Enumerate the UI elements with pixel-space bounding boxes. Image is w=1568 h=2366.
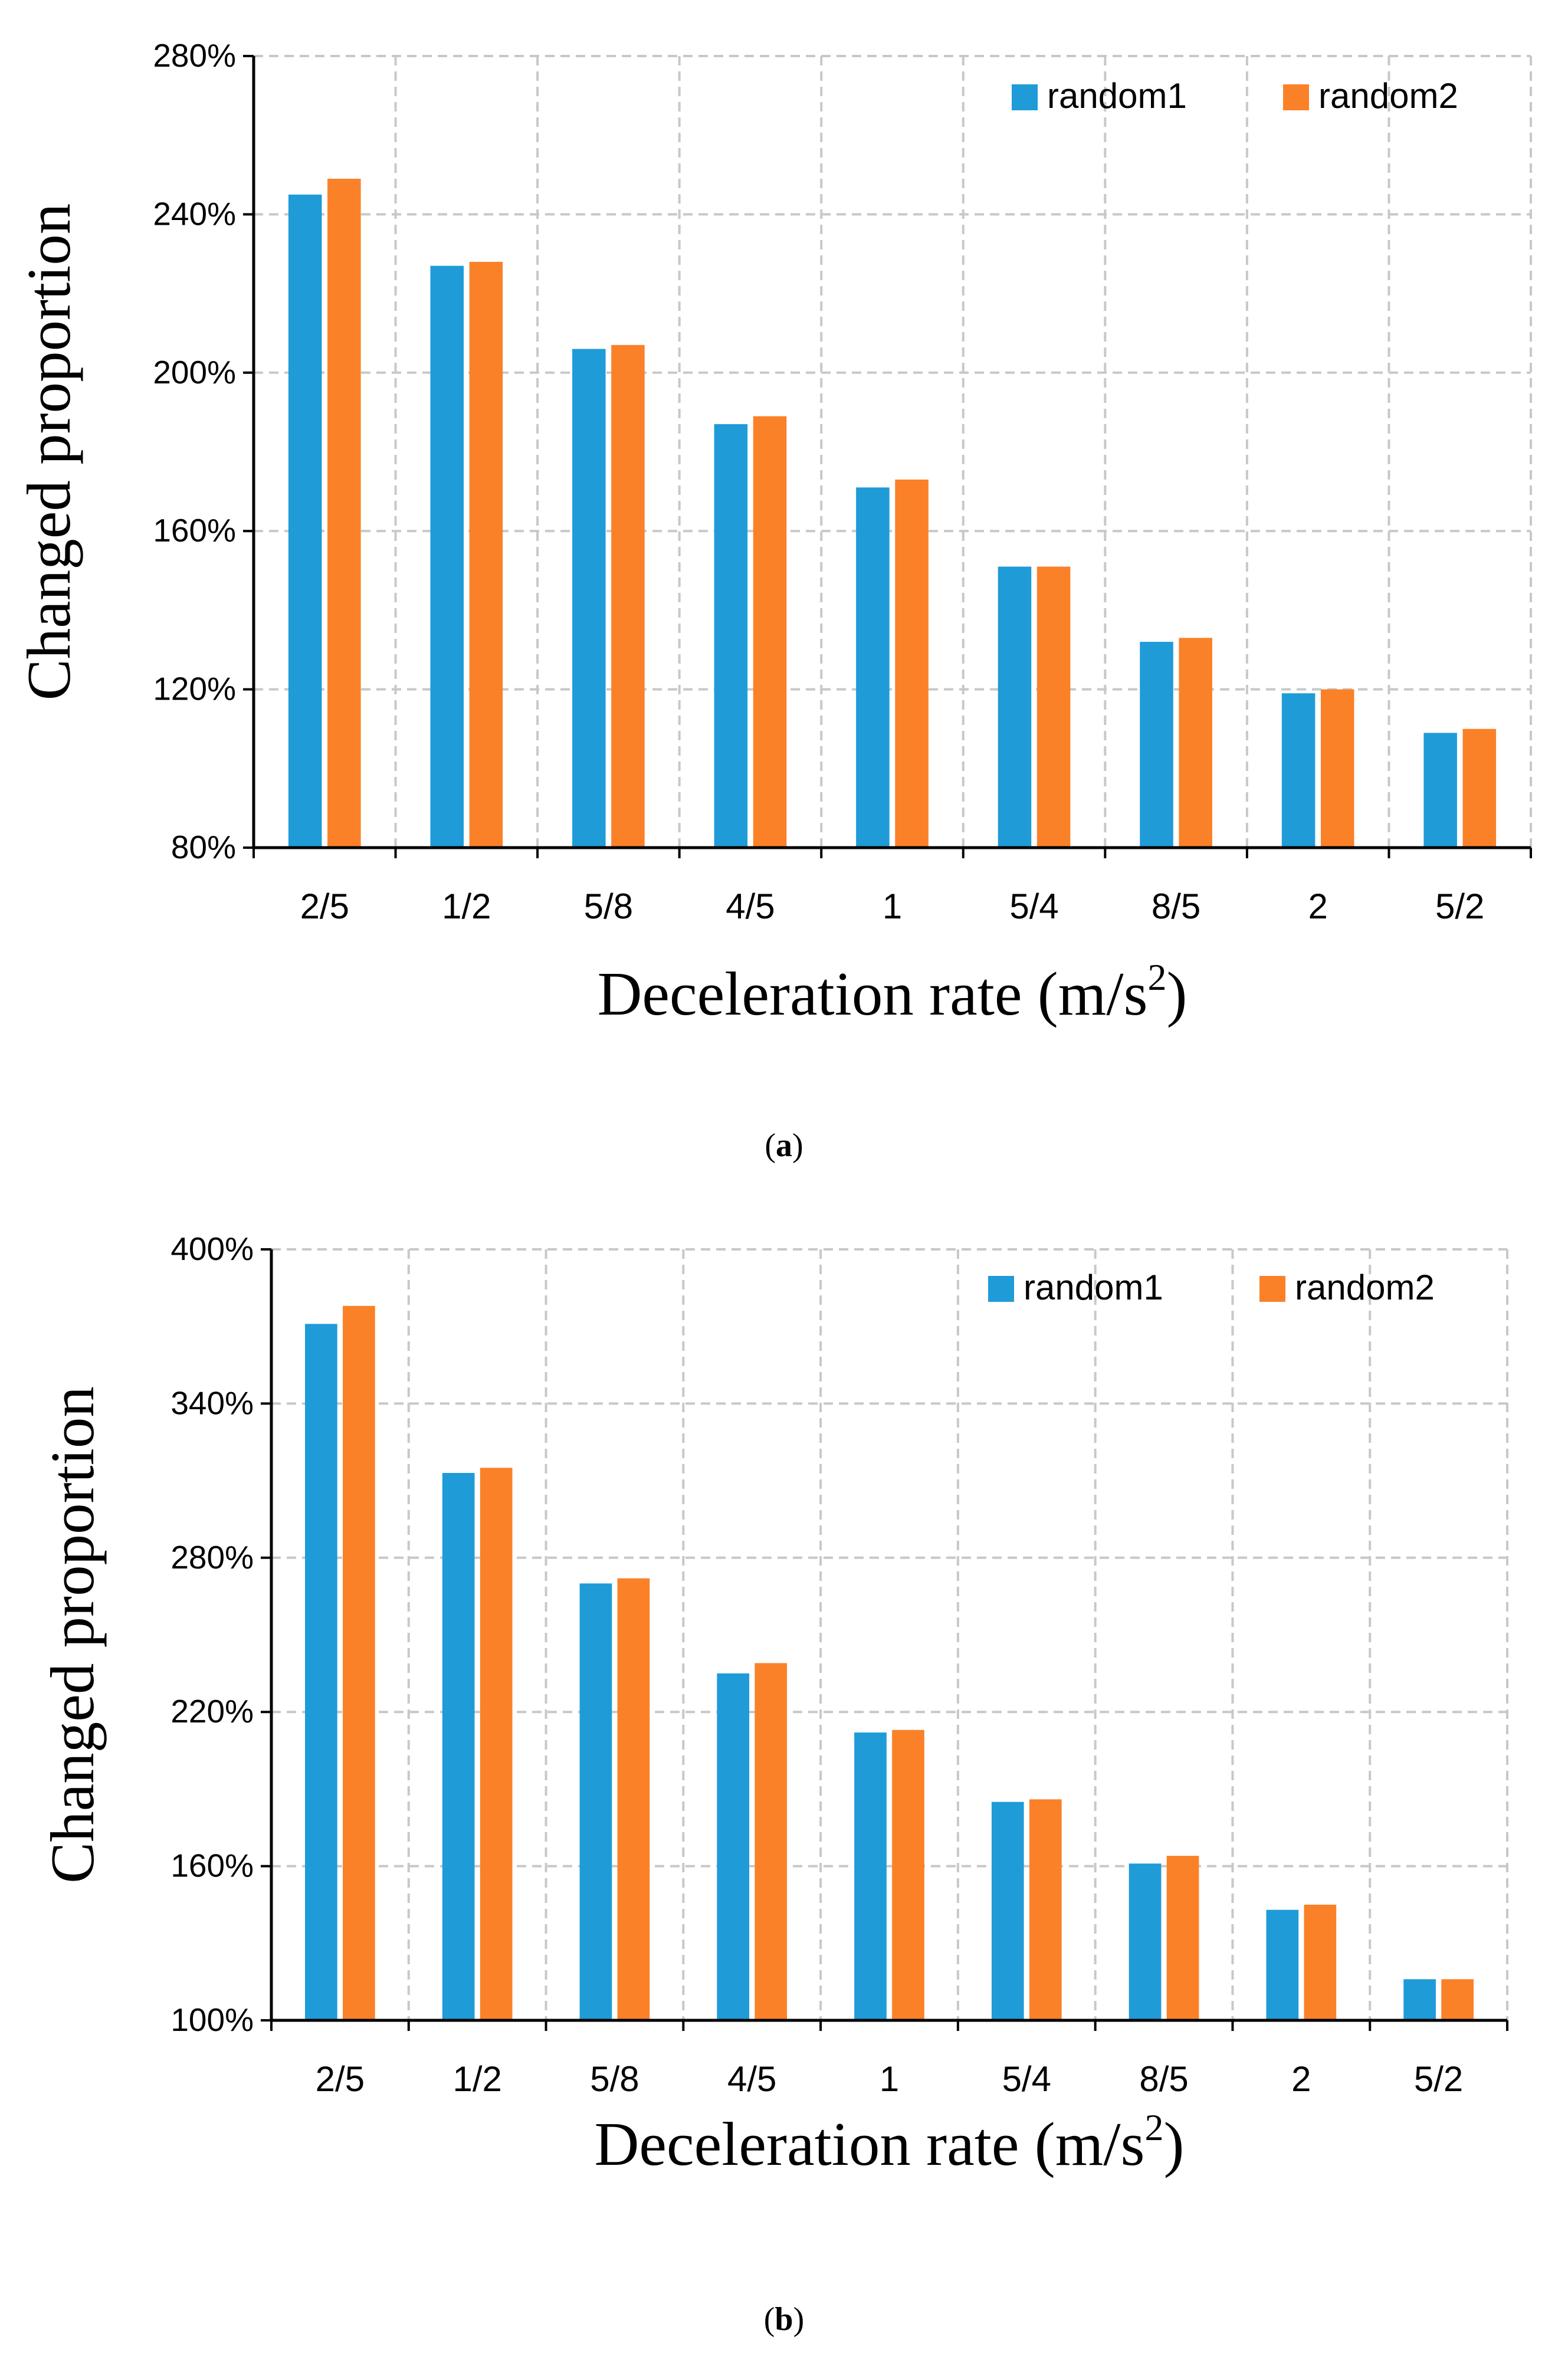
bar-random2-4/5 <box>755 1663 788 2020</box>
bar-random1-5/8 <box>572 349 606 848</box>
bar-random2-1 <box>892 1730 924 2020</box>
y-tick-label: 80% <box>171 829 236 865</box>
bar-random2-5/2 <box>1462 728 1497 848</box>
x-axis-title-end: ) <box>1163 2109 1184 2178</box>
chart-panel-a: 80% 120% 160% 200% 240% 280% 2/5 1/2 5/8 4/5 1 5/4 8… <box>14 37 1532 1164</box>
y-tick-label: 220% <box>170 1693 254 1730</box>
bar-random2-2 <box>1304 1904 1337 2020</box>
panel-label: (a) <box>765 1127 803 1164</box>
legend-swatch-random1 <box>988 1276 1014 1302</box>
x-axis-title-sup: 2 <box>1144 2106 1163 2148</box>
panel-label-close: ) <box>792 1127 803 1164</box>
x-axis-title-sup: 2 <box>1147 956 1166 998</box>
y-axis-title: Changed proportion <box>38 1386 107 1883</box>
bar-random1-4/5 <box>714 424 748 848</box>
legend-swatch-random1 <box>1012 84 1038 110</box>
bar-random1-2/5 <box>288 194 322 848</box>
x-axis-title: Deceleration rate (m/s2) <box>595 2106 1185 2178</box>
x-axis-title-end: ) <box>1166 959 1187 1028</box>
x-tick-label: 2/5 <box>316 2059 365 2099</box>
legend-label-random1: random1 <box>1024 1268 1163 1307</box>
x-tick-label: 2 <box>1291 2059 1311 2099</box>
bar-random2-1/2 <box>469 261 503 848</box>
bar-random1-5/2 <box>1423 733 1457 848</box>
y-tick-label: 340% <box>170 1384 254 1421</box>
bar-random2-4/5 <box>753 416 787 848</box>
legend-label-random2: random2 <box>1295 1268 1435 1307</box>
x-axis-title: Deceleration rate (m/s2) <box>598 956 1188 1028</box>
y-tick-label: 200% <box>153 354 236 390</box>
x-tick-label: 1/2 <box>452 2059 501 2099</box>
bar-random1-1 <box>856 487 890 848</box>
x-tick-label: 2/5 <box>300 887 349 926</box>
x-tick-label: 8/5 <box>1152 887 1200 926</box>
bar-random2-5/4 <box>1029 1799 1062 2020</box>
legend-swatch-random2 <box>1283 84 1309 110</box>
y-tick-label: 280% <box>153 37 236 74</box>
bar-random1-1 <box>854 1732 887 2020</box>
y-tick-label: 160% <box>153 512 236 549</box>
bar-random1-2/5 <box>305 1324 337 2020</box>
panel-label: (b) <box>764 2301 804 2338</box>
bar-random1-4/5 <box>717 1673 750 2020</box>
x-tick-label: 1 <box>883 887 902 926</box>
bar-random1-5/4 <box>998 566 1032 848</box>
x-tick-label: 5/8 <box>584 887 633 926</box>
bar-random2-2/5 <box>327 179 361 848</box>
x-axis-title-main: Deceleration rate (m/s <box>598 959 1148 1028</box>
bar-random1-2 <box>1281 693 1316 848</box>
x-tick-label: 5/2 <box>1435 887 1484 926</box>
panel-label-open: ( <box>765 1127 776 1164</box>
y-tick-label: 100% <box>170 2001 254 2038</box>
x-tick-label: 5/2 <box>1414 2059 1463 2099</box>
bar-random2-8/5 <box>1166 1856 1199 2020</box>
legend-label-random1: random1 <box>1047 76 1187 116</box>
y-tick-label: 400% <box>170 1230 254 1267</box>
bar-random1-1/2 <box>430 265 464 848</box>
legend: random1 random2 <box>988 1268 1435 1307</box>
x-tick-label: 2 <box>1308 887 1327 926</box>
bar-random2-8/5 <box>1179 638 1212 848</box>
y-tick-label: 280% <box>170 1539 254 1576</box>
bar-random2-1/2 <box>480 1468 513 2020</box>
bar-random1-8/5 <box>1129 1863 1162 2020</box>
x-tick-label: 1/2 <box>442 887 491 926</box>
y-tick-label: 120% <box>153 671 236 707</box>
bar-random2-1 <box>895 479 929 848</box>
bar-random1-8/5 <box>1140 642 1173 848</box>
x-tick-label: 8/5 <box>1139 2059 1188 2099</box>
y-tick-label: 160% <box>170 1847 254 1884</box>
bar-random2-2/5 <box>343 1305 375 2020</box>
legend-swatch-random2 <box>1259 1276 1285 1302</box>
panel-label-open: ( <box>764 2301 775 2338</box>
bar-random2-2 <box>1320 689 1354 848</box>
legend: random1 random2 <box>1012 76 1458 116</box>
bar-random2-5/4 <box>1036 566 1071 848</box>
x-tick-label: 5/8 <box>590 2059 639 2099</box>
legend-label-random2: random2 <box>1318 76 1458 116</box>
x-axis-title-main: Deceleration rate (m/s <box>595 2109 1145 2178</box>
bar-random1-1/2 <box>442 1473 475 2020</box>
bar-random2-5/8 <box>611 344 645 848</box>
x-tick-label: 1 <box>880 2059 899 2099</box>
bar-random2-5/8 <box>617 1578 650 2020</box>
x-tick-label: 4/5 <box>727 2059 776 2099</box>
bar-random1-5/4 <box>991 1801 1024 2020</box>
y-axis-title: Changed proportion <box>14 204 83 701</box>
panel-label-close: ) <box>793 2301 805 2338</box>
x-tick-label: 5/4 <box>1009 887 1058 926</box>
chart-panel-b: 100% 160% 220% 280% 340% 400% 2/5 1/2 5/8 4/5 1 5/4… <box>38 1230 1508 2338</box>
bar-random2-5/2 <box>1441 1979 1474 2020</box>
panel-label-letter: a <box>776 1127 792 1164</box>
x-tick-label: 5/4 <box>1002 2059 1051 2099</box>
bar-random1-2 <box>1266 1909 1299 2020</box>
bar-random1-5/2 <box>1403 1979 1436 2020</box>
y-tick-label: 240% <box>153 195 236 232</box>
panel-label-letter: b <box>775 2301 793 2338</box>
x-tick-label: 4/5 <box>726 887 775 926</box>
bar-random1-5/8 <box>579 1583 612 2020</box>
